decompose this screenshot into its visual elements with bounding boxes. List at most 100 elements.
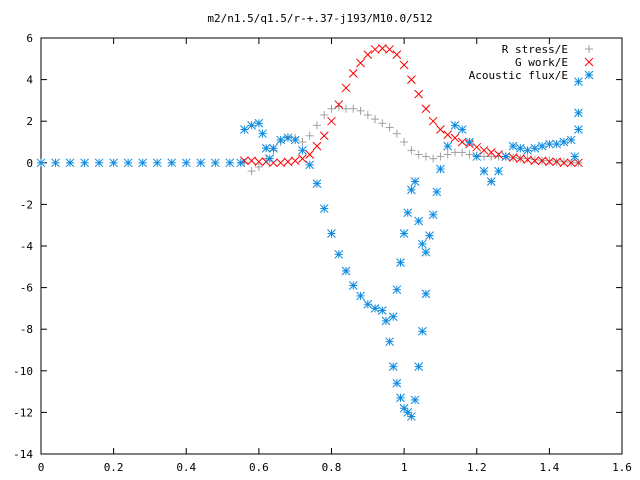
data-point [283,133,293,143]
data-point [523,154,532,163]
data-point [457,137,467,147]
data-point [436,152,445,161]
data-point [356,106,365,115]
data-point [515,154,525,163]
data-point [559,158,569,168]
data-point [349,104,358,113]
data-point [407,412,416,421]
x-tick-label: 0.8 [322,461,342,474]
data-point [327,116,336,126]
data-point [138,158,148,168]
data-point [341,83,351,93]
data-point [247,167,256,176]
data-point [305,160,315,170]
data-point [436,164,445,174]
data-point [298,154,307,163]
data-point [65,158,75,168]
data-point [236,158,246,168]
data-point [472,142,482,152]
data-point [225,158,235,168]
data-point [421,152,430,161]
data-point [80,158,89,168]
y-tick-label: -14 [13,448,33,461]
data-point [261,143,271,153]
x-tick-label: 0.2 [104,461,124,474]
data-point [342,104,351,113]
data-point [566,158,576,168]
data-point [414,89,424,99]
data-point [378,119,387,128]
data-point [417,326,427,336]
data-point [559,137,569,147]
data-point [254,162,263,171]
data-point [341,266,351,276]
data-point [530,156,540,166]
y-tick-label: 4 [26,74,33,87]
data-point [167,158,177,168]
x-tick-label: 0.6 [249,461,269,474]
y-tick-label: -2 [20,198,33,211]
data-point [385,337,394,347]
data-point [407,185,416,195]
data-point [458,148,467,157]
data-point [443,130,453,140]
data-point [432,187,442,197]
data-point [537,156,547,166]
data-point [501,152,511,161]
data-point [392,50,402,59]
data-point [443,150,452,159]
legend-marker [584,70,594,80]
data-point [181,158,191,168]
data-point [377,306,387,315]
data-point [123,158,133,168]
data-point [254,157,264,167]
data-point [465,137,474,147]
data-point [570,152,580,161]
data-point [298,145,307,155]
data-point [196,158,206,168]
x-tick-label: 1.6 [612,461,632,474]
data-point [465,150,474,159]
data-point [559,157,568,166]
data-point [319,204,329,213]
data-point [320,110,329,119]
data-point [392,129,401,138]
legend-marker [584,57,594,67]
data-point [399,60,409,70]
data-point [283,157,293,167]
y-tick-label: 6 [26,32,33,45]
series-2 [36,77,583,421]
data-point [392,378,402,388]
data-point [421,247,431,257]
data-point [552,139,561,149]
data-point [410,177,420,186]
data-point [574,77,583,87]
data-point [265,154,275,163]
data-point [574,125,583,134]
data-point [363,50,373,59]
data-point [545,139,554,149]
data-point [348,69,358,78]
data-point [312,141,322,151]
data-point [552,157,561,167]
data-point [574,108,583,118]
x-tick-label: 1 [401,461,408,474]
data-point [334,102,343,111]
data-point [486,177,496,186]
legend-label: Acoustic flux/E [469,69,568,82]
y-tick-label: -8 [20,323,33,336]
x-tick-label: 0.4 [176,461,196,474]
data-point [494,166,503,176]
y-tick-label: -4 [20,240,34,253]
data-point [530,143,540,153]
data-point [305,150,315,159]
data-point [479,145,489,155]
data-point [258,129,267,139]
data-point [443,141,453,151]
data-point [388,362,398,371]
data-point [523,145,532,155]
data-point [385,45,394,54]
data-point [371,115,380,124]
data-point [363,110,372,119]
